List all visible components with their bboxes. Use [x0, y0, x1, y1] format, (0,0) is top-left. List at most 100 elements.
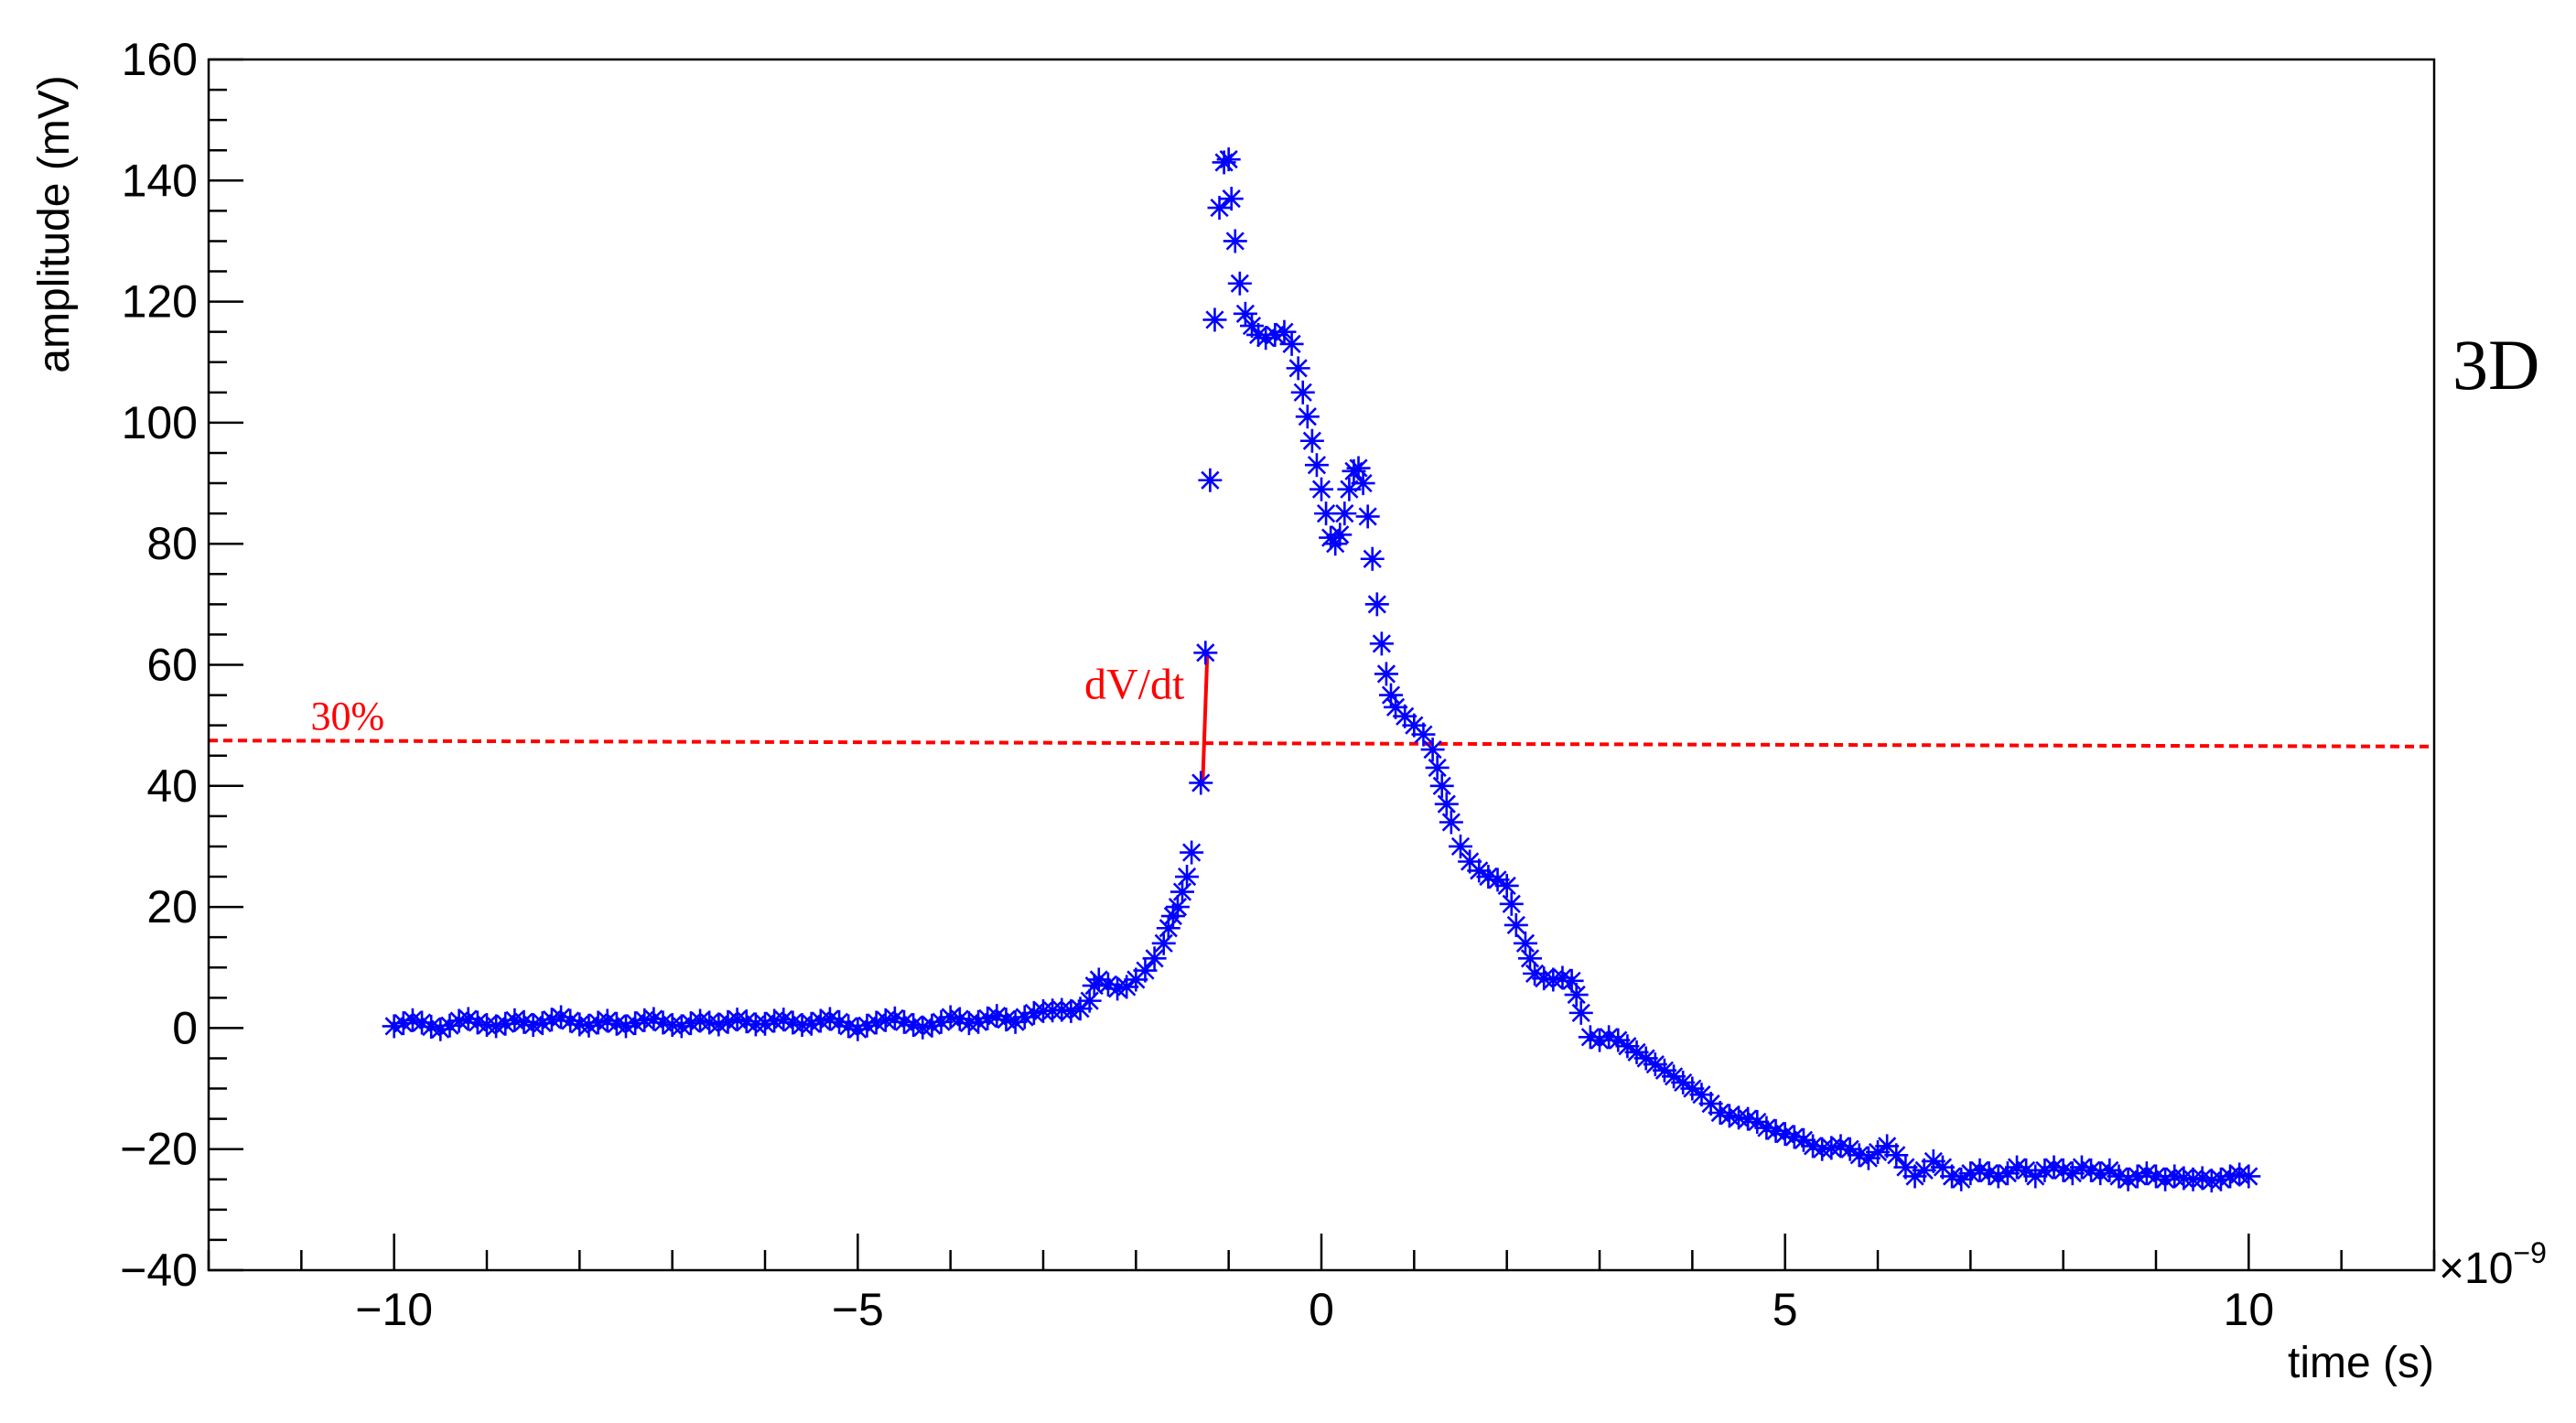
data-point [530, 1011, 555, 1036]
data-point [1369, 631, 1394, 656]
data-point [1279, 331, 1304, 356]
threshold-line [208, 738, 2435, 749]
data-point [1411, 722, 1436, 747]
data-point [1175, 865, 1200, 889]
data-point [1360, 546, 1385, 571]
side-label: 3D [2452, 325, 2539, 404]
data-point [1304, 453, 1329, 478]
y-tick-label: −40 [120, 1245, 198, 1296]
x-tick-label: 10 [2224, 1284, 2275, 1335]
data-point [1504, 912, 1528, 937]
data-point [2107, 1164, 2131, 1189]
y-tick-label: 60 [146, 640, 198, 691]
data-point [549, 1005, 574, 1030]
data-point [1346, 456, 1371, 480]
data-point [1095, 972, 1120, 997]
data-point [1219, 187, 1244, 211]
data-point [1286, 356, 1310, 381]
y-tick-label: 140 [122, 155, 198, 206]
data-point [985, 1004, 1009, 1029]
y-tick-label: 0 [172, 1002, 198, 1053]
data-point [1763, 1118, 1788, 1143]
plot-frame [207, 58, 2436, 1272]
slope-label: dV/dt [1084, 660, 1185, 708]
data-point [1429, 773, 1454, 798]
data-point [1223, 229, 1247, 253]
data-point [1568, 1000, 1593, 1025]
y-axis-title-wrap: amplitude (mV) [30, 75, 79, 372]
data-point [1216, 147, 1241, 172]
data-point [1151, 931, 1176, 955]
data-point [1180, 840, 1204, 865]
data-point [1227, 271, 1252, 296]
data-point [1564, 983, 1589, 1008]
data-point [1425, 755, 1450, 780]
data-point [669, 1014, 694, 1039]
y-tick-label: 160 [122, 34, 198, 85]
data-point [1439, 810, 1463, 835]
data-point [1434, 792, 1459, 816]
data-point [846, 1017, 870, 1041]
data-point [1170, 879, 1194, 904]
data-point [1142, 946, 1167, 971]
data-point [1364, 592, 1389, 617]
data-point [475, 1013, 499, 1038]
x-multiplier-base: ×10 [2439, 1245, 2513, 1293]
data-point [882, 1006, 907, 1030]
data-point [1967, 1158, 1992, 1182]
data-point [1193, 641, 1218, 665]
y-tick-label: 20 [146, 881, 198, 932]
y-tick-label: −20 [120, 1124, 198, 1175]
data-point [1791, 1127, 1816, 1152]
data-point [1499, 891, 1524, 916]
data-point [2236, 1164, 2261, 1189]
data-point [641, 1007, 666, 1031]
data-point [1133, 958, 1158, 983]
data-point [1202, 307, 1227, 332]
data-point [1624, 1040, 1649, 1064]
data-point [1299, 428, 1324, 453]
data-point [1351, 471, 1375, 496]
y-tick-label: 40 [146, 760, 198, 812]
data-point [2042, 1155, 2066, 1180]
data-point [1189, 771, 1213, 795]
data-point [1652, 1058, 1676, 1083]
data-point [493, 1011, 518, 1036]
data-point [1310, 477, 1333, 501]
data-point [1513, 931, 1537, 955]
x-tick-label: −5 [832, 1284, 884, 1335]
data-point [1077, 988, 1102, 1013]
x-multiplier-label: ×10−9 [2439, 1236, 2547, 1293]
data-point [1332, 501, 1357, 526]
data-point [1420, 738, 1445, 762]
slope-line [1201, 652, 1210, 783]
data-point [1272, 319, 1297, 344]
data-point [586, 1010, 610, 1035]
data-point [2032, 1158, 2057, 1182]
data-point [1355, 504, 1380, 529]
data-point [1550, 965, 1575, 990]
y-axis-title: amplitude (mV) [30, 75, 79, 372]
x-axis-title: time (s) [2288, 1339, 2434, 1387]
data-point [1295, 404, 1320, 429]
y-tick-label: 80 [146, 518, 198, 569]
data-point [697, 1010, 722, 1035]
annotations: 30% dV/dt [208, 652, 2435, 783]
data-point [920, 1013, 944, 1038]
data-point [558, 1008, 583, 1033]
data-point [1012, 1005, 1037, 1030]
data-point [410, 1010, 435, 1035]
data-point [1207, 196, 1232, 221]
data-point [1115, 975, 1139, 999]
data-point [1494, 873, 1519, 898]
data-point [1458, 849, 1482, 874]
axis-tick-labels: −40 −20 0 20 40 60 80 100 120 140 160 −10 −5 0 5 10 [120, 34, 2274, 1335]
data-point [827, 1009, 852, 1034]
data-point [1165, 895, 1190, 920]
data-markers [382, 147, 2261, 1193]
x-tick-label: 0 [1309, 1284, 1334, 1335]
data-point [1884, 1143, 1909, 1168]
data-point [428, 1017, 453, 1041]
y-tick-label: 100 [122, 397, 198, 448]
